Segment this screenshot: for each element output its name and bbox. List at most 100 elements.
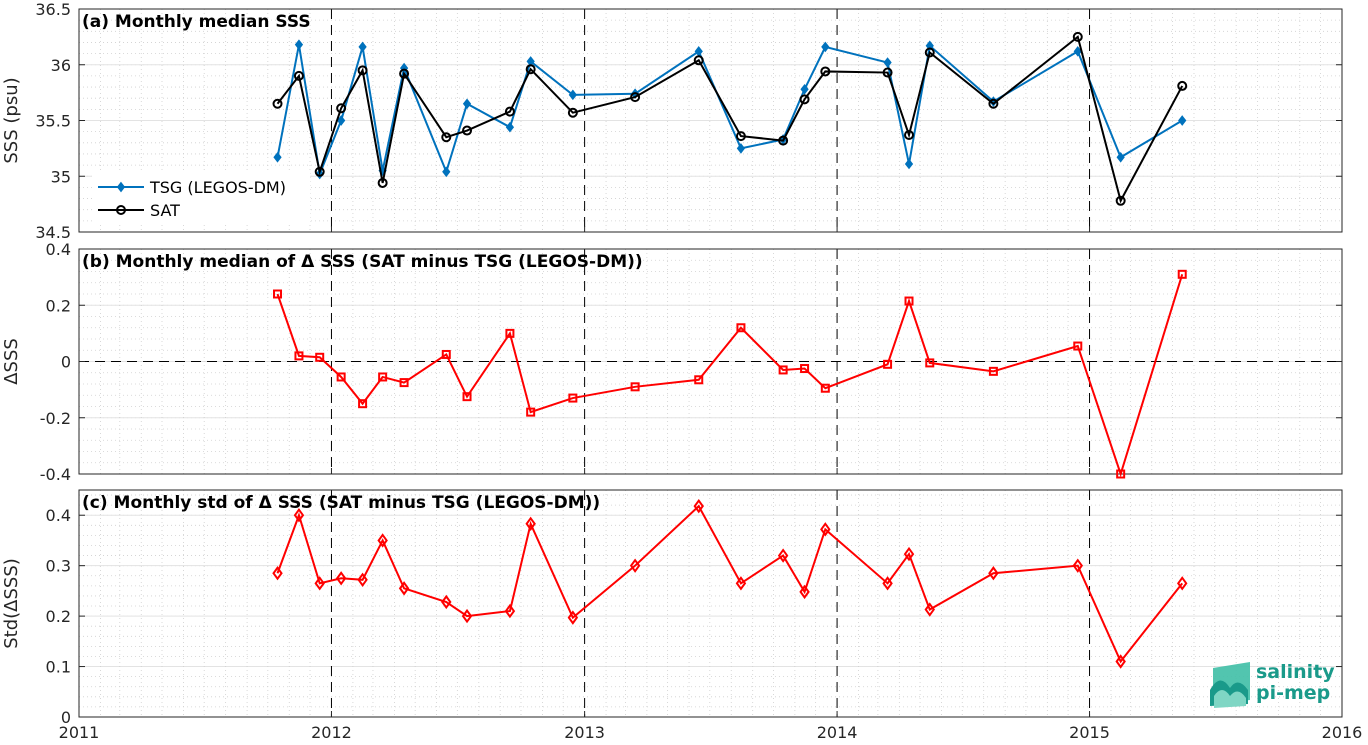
- data-point: [883, 359, 893, 369]
- data-point: [1073, 341, 1083, 351]
- y-tick-label: 0.1: [46, 658, 71, 677]
- data-point: [272, 98, 283, 109]
- data-point: [377, 533, 388, 548]
- y-tick-label: 0: [61, 353, 71, 372]
- panel-a: 34.5 35 35.5 36 36.5 SSS (psu) (a) Monthly med…: [1, 0, 1343, 242]
- data-point: [693, 498, 704, 514]
- data-point: [462, 98, 472, 110]
- x-tick-label: 2013: [564, 723, 605, 742]
- series-delta: [272, 498, 1188, 669]
- data-point: [377, 177, 388, 188]
- legend-marker: [116, 181, 126, 193]
- panel-b: -0.4 -0.2 0 0.2 0.4 ΔSSS (b) Monthly median of…: [1, 240, 1343, 484]
- data-point: [630, 382, 640, 392]
- x-tick-label: 2011: [59, 723, 100, 742]
- data-point: [504, 603, 516, 619]
- data-point: [630, 92, 641, 103]
- data-point: [314, 166, 325, 177]
- data-point: [273, 151, 282, 163]
- data-point: [1116, 151, 1125, 163]
- data-point: [568, 393, 578, 403]
- y-tick-label: 0: [61, 708, 71, 727]
- data-point: [1073, 46, 1082, 57]
- y-axis-title: ΔSSS: [1, 338, 22, 385]
- data-point: [441, 349, 451, 359]
- data-point: [378, 372, 388, 382]
- data-point: [358, 41, 367, 53]
- data-point: [735, 576, 747, 591]
- data-point: [293, 70, 304, 81]
- data-point: [800, 83, 809, 95]
- x-tick-label: 2016: [1322, 723, 1363, 742]
- data-point: [336, 103, 347, 114]
- data-point: [398, 581, 410, 596]
- data-point: [315, 352, 325, 362]
- panel-title: (b) Monthly median of Δ SSS (SAT minus T…: [82, 252, 643, 272]
- data-point: [925, 358, 935, 368]
- data-point: [1072, 31, 1083, 42]
- series-line: [276, 504, 1184, 664]
- x-tick-label: 2015: [1069, 723, 1110, 742]
- y-tick-label: 34.5: [35, 223, 71, 242]
- data-point: [1116, 469, 1126, 479]
- legend-label: SAT: [150, 201, 180, 220]
- x-tick-label: 2014: [817, 723, 858, 742]
- data-point: [777, 548, 789, 563]
- data-point: [882, 67, 893, 78]
- legend-label: TSG (LEGOS-DM): [149, 178, 286, 197]
- logo-line1: salinity: [1256, 661, 1335, 683]
- data-point: [1176, 576, 1188, 591]
- data-point: [778, 365, 788, 375]
- data-point: [882, 576, 893, 591]
- data-point: [567, 107, 578, 118]
- legend-box: [92, 172, 310, 224]
- data-point: [462, 392, 472, 402]
- y-tick-label: 35.5: [35, 112, 71, 131]
- legend-marker: [116, 205, 126, 215]
- data-point: [399, 378, 409, 388]
- data-point: [988, 566, 999, 581]
- series-line: [276, 35, 1184, 204]
- data-point: [358, 399, 368, 409]
- x-tick-label: 2012: [311, 723, 352, 742]
- data-point: [904, 129, 915, 140]
- y-tick-label: 0.2: [46, 607, 71, 626]
- series-line: [276, 274, 1184, 478]
- data-point: [693, 55, 704, 66]
- data-point: [294, 39, 304, 50]
- data-point: [799, 584, 810, 600]
- y-tick-label: 35: [51, 167, 71, 186]
- data-point: [272, 566, 283, 581]
- data-point: [778, 135, 789, 146]
- data-point: [904, 296, 914, 306]
- data-point: [505, 121, 515, 133]
- data-point: [1177, 269, 1187, 279]
- data-point: [736, 323, 746, 333]
- data-point: [904, 158, 914, 170]
- data-point: [462, 125, 473, 136]
- data-point: [1177, 80, 1188, 91]
- data-point: [357, 65, 368, 76]
- data-point: [461, 608, 473, 624]
- data-point: [273, 289, 283, 299]
- data-point: [1115, 195, 1126, 206]
- data-point: [988, 366, 998, 376]
- data-point: [314, 576, 325, 591]
- legend: TSG (LEGOS-DM) SAT: [92, 172, 310, 224]
- logo-waves-icon: [1210, 662, 1250, 708]
- data-point: [525, 516, 536, 531]
- data-point: [735, 131, 746, 142]
- data-point: [337, 115, 346, 126]
- data-point: [441, 132, 452, 143]
- logo-line2: pi-mep: [1256, 682, 1330, 704]
- data-point: [694, 375, 704, 385]
- data-point: [799, 94, 810, 105]
- data-point: [335, 571, 347, 586]
- data-point: [903, 546, 915, 562]
- data-point: [441, 594, 452, 610]
- data-point: [504, 106, 515, 117]
- data-point: [924, 602, 935, 617]
- data-point: [1115, 654, 1126, 669]
- data-point: [629, 558, 641, 573]
